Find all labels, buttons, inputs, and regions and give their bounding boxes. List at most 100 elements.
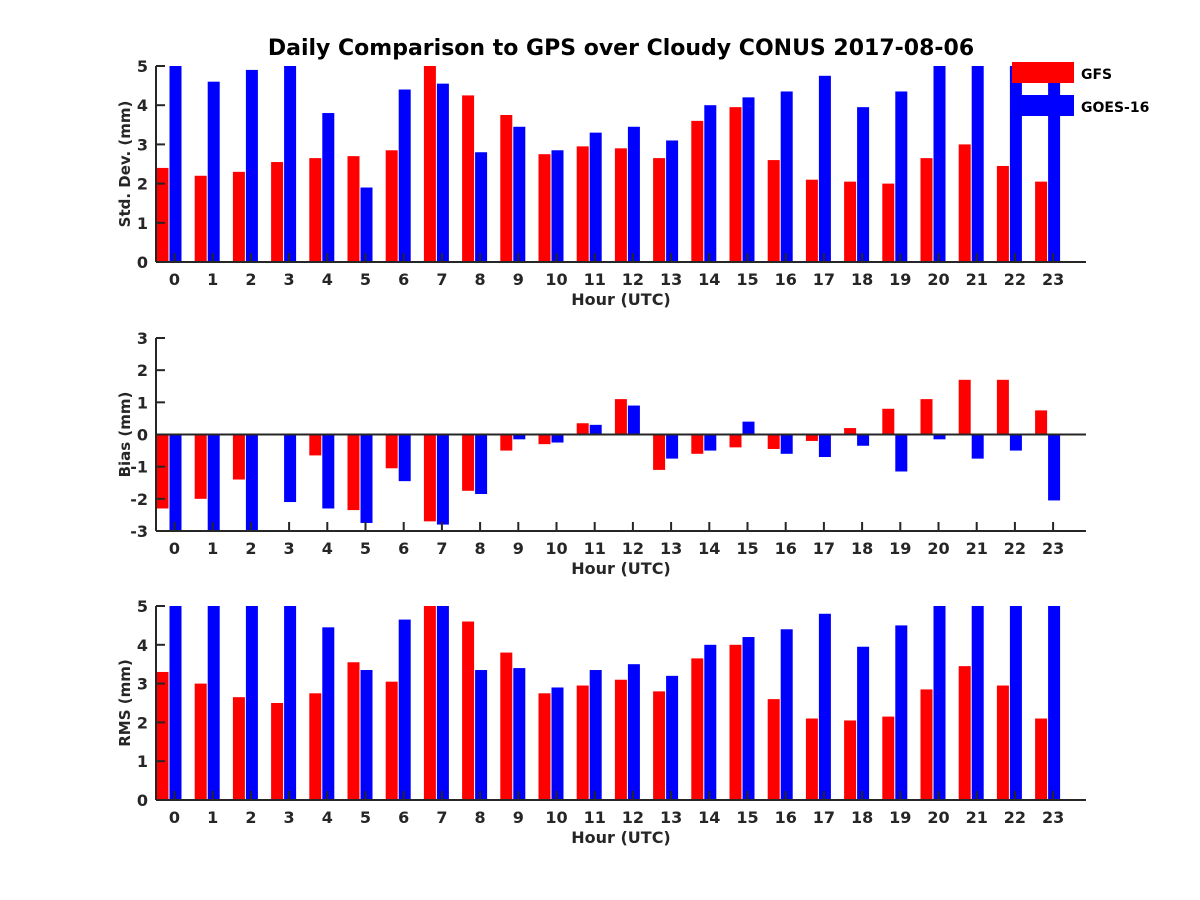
y-tick-label: -1 <box>130 458 148 477</box>
y-tick-label: 1 <box>137 393 148 412</box>
x-tick-label: 16 <box>775 270 797 289</box>
bar-goes16-hour-11 <box>589 424 602 435</box>
bar-goes16-hour-12 <box>627 664 640 800</box>
bar-gfs-hour-13 <box>653 434 666 470</box>
bar-gfs-hour-14 <box>691 434 704 454</box>
bar-gfs-hour-20 <box>920 689 933 800</box>
x-tick-label: 18 <box>851 270 873 289</box>
bar-goes16-hour-13 <box>666 434 679 459</box>
bar-goes16-hour-8 <box>475 670 488 800</box>
bar-goes16-hour-16 <box>780 434 793 454</box>
bar-goes16-hour-7 <box>436 83 449 262</box>
bar-gfs-hour-5 <box>347 662 360 800</box>
x-tick-label: 3 <box>284 539 295 558</box>
y-tick-label: 4 <box>137 636 148 655</box>
x-tick-label: 20 <box>927 808 949 827</box>
bar-goes16-hour-22 <box>1009 434 1022 451</box>
bar-goes16-hour-12 <box>627 126 640 262</box>
y-tick-label: 2 <box>137 713 148 732</box>
bar-gfs-hour-4 <box>309 158 322 262</box>
x-tick-label: 20 <box>927 539 949 558</box>
x-tick-label: 2 <box>245 270 256 289</box>
bar-goes16-hour-10 <box>551 434 564 443</box>
x-tick-label: 1 <box>207 539 218 558</box>
bar-goes16-hour-15 <box>742 637 755 800</box>
y-tick-label: 0 <box>137 791 148 810</box>
bar-gfs-hour-0 <box>156 434 169 509</box>
bar-goes16-hour-10 <box>551 687 564 800</box>
legend: GFS GOES-16 <box>1012 62 1149 116</box>
bar-gfs-hour-10 <box>538 693 551 800</box>
x-tick-label: 21 <box>966 808 988 827</box>
bar-gfs-hour-18 <box>844 181 857 262</box>
bar-gfs-hour-9 <box>500 652 513 800</box>
bar-gfs-hour-0 <box>156 671 169 800</box>
bar-gfs-hour-23 <box>1035 718 1048 800</box>
x-tick-label: 23 <box>1042 270 1064 289</box>
bar-gfs-hour-3 <box>271 703 284 800</box>
x-tick-label: 17 <box>813 808 835 827</box>
bar-gfs-hour-18 <box>844 720 857 800</box>
bar-gfs-hour-17 <box>805 434 818 441</box>
x-tick-label: 2 <box>245 808 256 827</box>
bar-gfs-hour-6 <box>385 150 398 262</box>
y-tick-label: -2 <box>130 490 148 509</box>
bar-gfs-hour-2 <box>232 434 245 480</box>
bar-goes16-hour-17 <box>818 75 831 262</box>
bar-gfs-hour-11 <box>576 146 589 262</box>
bar-gfs-hour-1 <box>194 683 207 800</box>
bar-gfs-hour-0 <box>156 167 169 262</box>
x-tick-label: 1 <box>207 270 218 289</box>
bar-gfs-hour-17 <box>805 179 818 262</box>
bar-goes16-hour-15 <box>742 97 755 262</box>
bar-gfs-hour-11 <box>576 685 589 800</box>
bar-gfs-hour-8 <box>462 621 475 800</box>
bar-gfs-hour-16 <box>767 699 780 800</box>
bar-goes16-hour-0 <box>169 606 182 800</box>
x-tick-label: 15 <box>736 808 758 827</box>
legend-swatch-gfs <box>1012 62 1074 83</box>
bar-gfs-hour-18 <box>844 428 857 435</box>
bar-goes16-hour-20 <box>933 434 946 440</box>
bar-gfs-hour-12 <box>614 148 627 262</box>
bar-goes16-hour-11 <box>589 670 602 800</box>
x-tick-label: 19 <box>889 808 911 827</box>
bar-gfs-hour-21 <box>958 666 971 800</box>
bar-goes16-hour-20 <box>933 606 946 800</box>
bar-gfs-hour-8 <box>462 95 475 263</box>
bar-gfs-hour-5 <box>347 156 360 262</box>
bar-gfs-hour-15 <box>729 644 742 800</box>
bar-gfs-hour-20 <box>920 158 933 262</box>
bar-goes16-hour-2 <box>245 69 258 262</box>
bar-goes16-hour-17 <box>818 434 831 458</box>
legend-label-gfs: GFS <box>1081 67 1112 83</box>
bar-gfs-hour-4 <box>309 693 322 800</box>
x-tick-label: 21 <box>966 270 988 289</box>
y-tick-label: 0 <box>137 253 148 272</box>
x-tick-label: 18 <box>851 808 873 827</box>
bar-goes16-hour-23 <box>1048 434 1061 501</box>
x-tick-label: 17 <box>813 539 835 558</box>
bar-gfs-hour-6 <box>385 681 398 800</box>
bar-gfs-hour-23 <box>1035 181 1048 262</box>
x-tick-label: 23 <box>1042 808 1064 827</box>
x-tick-label: 15 <box>736 270 758 289</box>
bar-gfs-hour-14 <box>691 120 704 262</box>
x-tick-label: 21 <box>966 539 988 558</box>
bar-goes16-hour-13 <box>666 675 679 800</box>
bar-goes16-hour-10 <box>551 150 564 262</box>
x-tick-label: 3 <box>284 808 295 827</box>
bar-gfs-hour-1 <box>194 434 207 499</box>
chart-title: Daily Comparison to GPS over Cloudy CONU… <box>268 36 974 61</box>
bar-goes16-hour-5 <box>360 187 373 262</box>
x-tick-label: 13 <box>660 270 682 289</box>
bar-goes16-hour-16 <box>780 629 793 800</box>
x-tick-label: 19 <box>889 270 911 289</box>
x-axis-label: Hour (UTC) <box>571 559 671 578</box>
bar-goes16-hour-19 <box>895 91 908 262</box>
bar-gfs-hour-12 <box>614 399 627 435</box>
bar-goes16-hour-21 <box>971 434 984 459</box>
bar-gfs-hour-1 <box>194 175 207 262</box>
